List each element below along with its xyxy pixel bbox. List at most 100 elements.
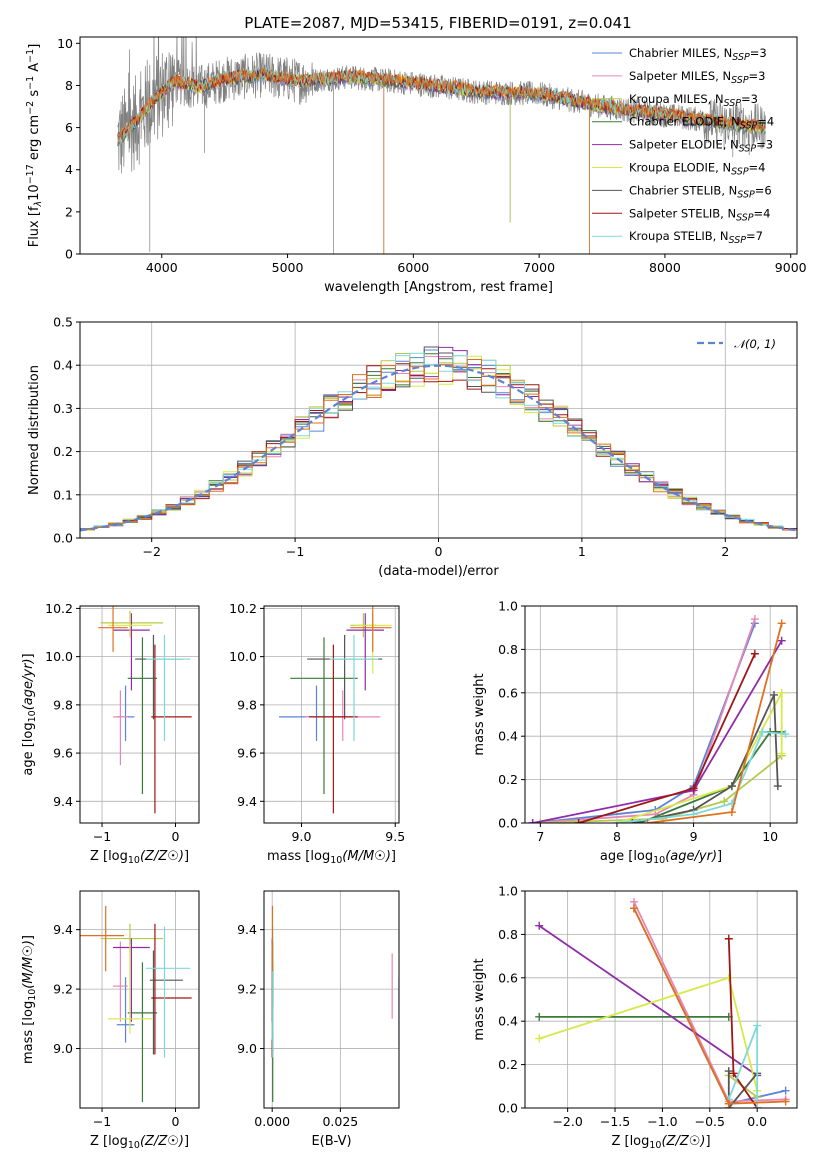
- mass-weight-line: [632, 694, 779, 823]
- y-tick-label: 9.8: [53, 697, 73, 712]
- label-part: log: [310, 849, 330, 864]
- y-tick-label: 9.4: [237, 922, 257, 937]
- y-tick-label: 0.5: [53, 315, 73, 330]
- x-tick-label: −1.5: [600, 1114, 630, 1129]
- label-part: SSP: [739, 144, 757, 155]
- label-part: ]: [184, 849, 189, 864]
- mass-weight-marker: [753, 1104, 762, 1108]
- legend-entry: Salpeter MILES, NSSP=3: [629, 69, 766, 86]
- x-tick-label: 10: [762, 829, 778, 844]
- label-part: =4: [749, 161, 766, 175]
- label-part: Kroupa MILES, N: [629, 92, 724, 106]
- residual-histogram: [80, 359, 797, 531]
- legend-entry: Kroupa ELODIE, NSSP=4: [629, 161, 766, 178]
- y-tick-label: 0.4: [53, 358, 73, 373]
- label-part: mass weight: [472, 673, 487, 755]
- legend-entry: 𝒩(0, 1): [734, 337, 776, 351]
- x-axis-label: Z [log10(Z/Z☉)]: [611, 1134, 710, 1151]
- axes-frame: [79, 605, 200, 824]
- label-part: 10: [128, 855, 140, 866]
- x-tick-label: 9.0: [292, 829, 312, 844]
- label-part: (Z/Z☉): [140, 849, 184, 864]
- panel-age_vs_mass: 9.0 9.5 9.4 9.6 9.8 10.0 10.2 mass [log10(M/M☉)…: [229, 601, 405, 866]
- label-part: Salpeter ELODIE, N: [629, 138, 739, 152]
- x-axis-label: age [log10(age/yr)]: [600, 849, 722, 866]
- axes-frame: [524, 890, 798, 1109]
- label-part: ]: [21, 653, 36, 658]
- x-tick-label: −1: [93, 829, 111, 844]
- x-tick-label: −2: [142, 544, 160, 559]
- y-axis-label: Normed distribution: [27, 365, 42, 495]
- label-part: 10: [649, 1140, 661, 1151]
- y-tick-label: 9.4: [53, 922, 73, 937]
- label-part: −2: [25, 101, 36, 115]
- mass-weight-marker: [727, 782, 736, 791]
- label-part: E(B-V): [311, 1134, 351, 1149]
- label-part: SSP: [737, 189, 755, 200]
- y-tick-label: 0.0: [498, 1101, 518, 1116]
- y-tick-label: 0.0: [498, 816, 518, 831]
- x-tick-label: 2: [721, 544, 729, 559]
- mass-weight-marker: [535, 1034, 544, 1043]
- mass-weight-line: [532, 640, 783, 823]
- y-tick-label: 9.4: [53, 794, 73, 809]
- x-axis-label: wavelength [Angstrom, rest frame]: [324, 280, 553, 295]
- plot-area: [528, 615, 790, 823]
- mass-weight-marker: [643, 819, 652, 823]
- mass-weight-line: [616, 692, 783, 823]
- mass-weight-marker: [535, 1012, 544, 1021]
- label-part: ]: [391, 849, 396, 864]
- x-tick-label: 4000: [146, 260, 178, 275]
- y-tick-label: 1.0: [498, 884, 518, 899]
- y-axis-label: mass [log10(M/M☉)]: [21, 935, 38, 1064]
- y-axis-label: Flux [fλ10−17 erg cm−2 s−1 A−1]: [25, 44, 44, 248]
- y-tick-label: 10.2: [229, 601, 257, 616]
- label-part: 10: [27, 710, 38, 722]
- label-part: SSP: [731, 75, 749, 86]
- y-tick-label: 9.4: [237, 794, 257, 809]
- plot-area: [98, 606, 192, 814]
- label-part: =4: [757, 115, 774, 129]
- mass-weight-marker: [781, 730, 790, 739]
- mass-weight-marker: [777, 619, 786, 628]
- y-tick-label: 0.8: [498, 642, 518, 657]
- label-part: Chabrier ELODIE, N: [629, 115, 740, 129]
- mass-weight-marker: [729, 1069, 738, 1078]
- y-tick-label: 0.2: [498, 772, 518, 787]
- label-part: −1: [25, 49, 36, 63]
- label-part: Kroupa STELIB, N: [629, 229, 729, 243]
- x-tick-label: −2.0: [552, 1114, 582, 1129]
- legend-entry: Salpeter STELIB, NSSP=4: [629, 206, 770, 223]
- mass-weight-marker: [724, 1067, 733, 1076]
- label-part: mass [: [21, 1021, 36, 1064]
- mass-weight-marker: [777, 688, 786, 697]
- label-part: Kroupa ELODIE, N: [629, 161, 731, 175]
- label-part: −1: [25, 76, 36, 90]
- axes-frame: [79, 890, 200, 1109]
- label-part: ]: [184, 1134, 189, 1149]
- mass-weight-marker: [689, 784, 698, 793]
- x-tick-label: −1.0: [647, 1114, 677, 1129]
- y-tick-label: 0.8: [498, 927, 518, 942]
- label-part: log: [633, 849, 653, 864]
- label-part: 10: [27, 184, 42, 201]
- label-part: ]: [27, 44, 42, 49]
- legend-entry: Salpeter ELODIE, NSSP=3: [629, 138, 773, 155]
- label-part: Flux [f: [27, 206, 42, 247]
- label-part: =3: [756, 138, 773, 152]
- label-part: SSP: [729, 235, 747, 246]
- x-tick-label: 6000: [397, 260, 429, 275]
- legend-entry: Kroupa STELIB, NSSP=7: [629, 229, 763, 246]
- x-axis-label: (data-model)/error: [378, 564, 499, 579]
- panel-age_vs_Z: −1 09.49.69.810.010.2Z [log10(Z/Z☉)]age […: [21, 601, 200, 866]
- x-tick-label: 7000: [523, 260, 555, 275]
- label-part: s: [27, 90, 42, 101]
- label-part: age [: [21, 742, 36, 775]
- y-tick-label: 10.0: [45, 649, 73, 664]
- model-spectrum-line: [117, 66, 766, 144]
- mass-weight-marker: [720, 797, 729, 806]
- x-tick-label: 0: [172, 829, 180, 844]
- x-tick-label: 9.5: [385, 829, 405, 844]
